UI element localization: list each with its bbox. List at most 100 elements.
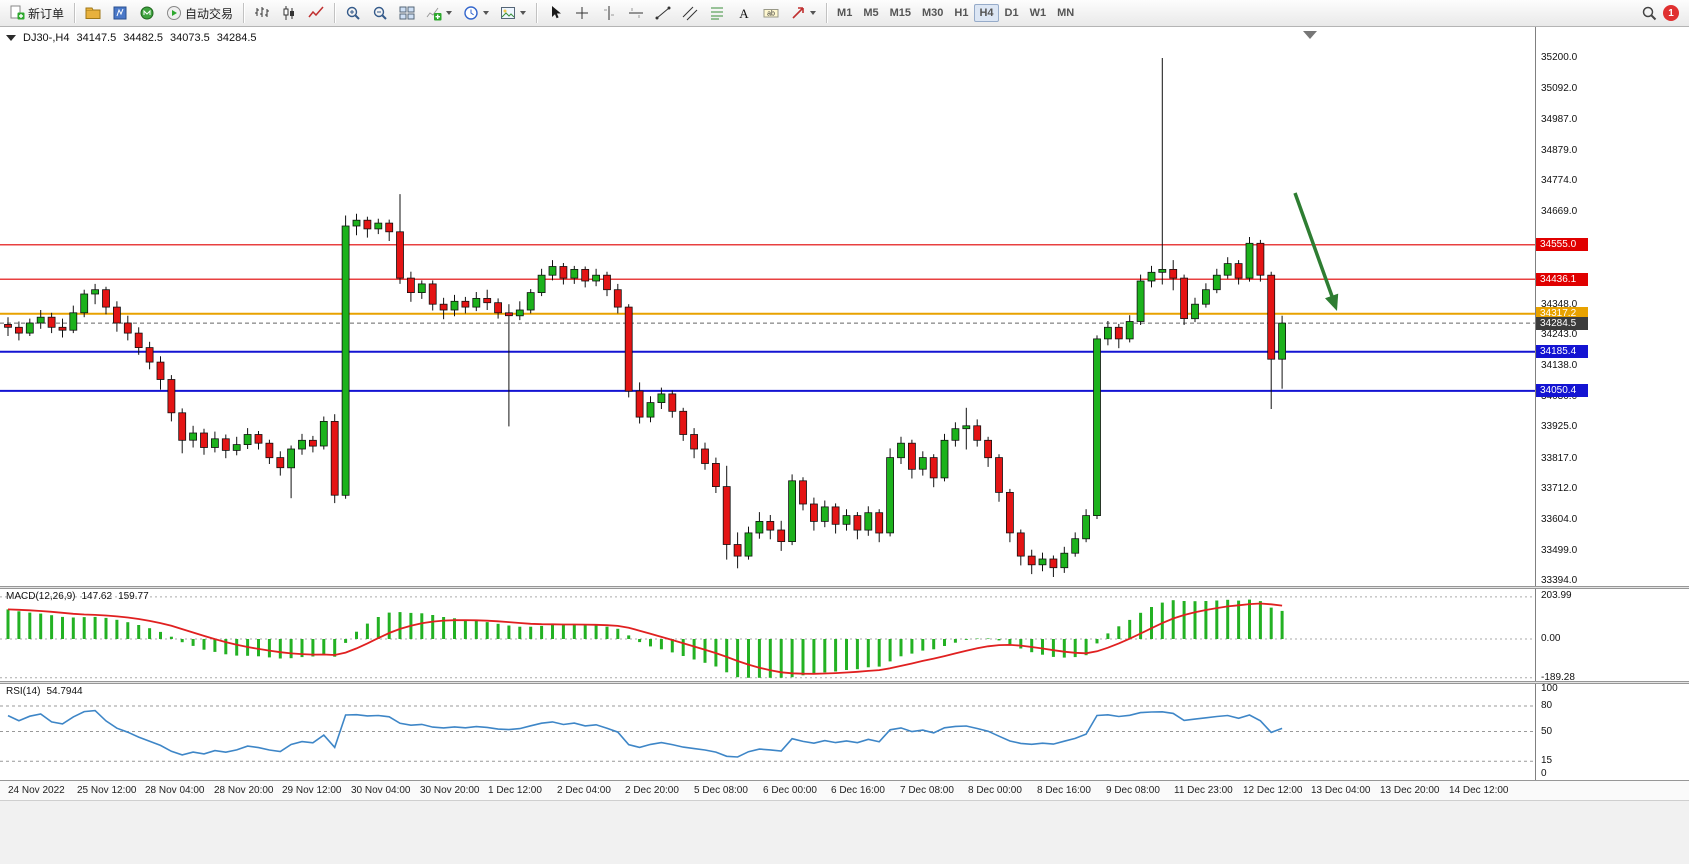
candle	[701, 442, 709, 470]
candle	[1202, 283, 1210, 308]
vertical-line-button[interactable]	[596, 2, 622, 24]
candle	[864, 506, 873, 536]
candle	[570, 265, 579, 284]
text-button[interactable]: A	[731, 2, 757, 24]
tf-h4-button[interactable]: H4	[974, 4, 999, 22]
candle	[1114, 323, 1123, 349]
tf-m15-button[interactable]: M15	[885, 4, 916, 22]
candle	[504, 304, 513, 427]
crosshair-button[interactable]	[569, 2, 595, 24]
cursor-button[interactable]	[542, 2, 568, 24]
zoom-out-button[interactable]	[367, 2, 393, 24]
one-click-trading-toggle[interactable]	[6, 35, 16, 41]
new-order-button[interactable]: 新订单	[4, 2, 69, 25]
rsi-axis-label: 100	[1541, 683, 1558, 694]
equidistant-channel-button[interactable]	[677, 2, 703, 24]
ohlc-high: 34482.5	[123, 32, 163, 44]
time-axis-label: 2 Dec 04:00	[557, 785, 611, 796]
tf-d1-button[interactable]: D1	[1000, 4, 1024, 22]
indicators-button[interactable]	[421, 2, 457, 24]
time-axis[interactable]: 24 Nov 2022 25 Nov 12:00 28 Nov 04:00 28 No…	[0, 780, 1689, 800]
candlestick-chart-button[interactable]	[276, 2, 302, 24]
candle	[886, 448, 894, 537]
candle	[820, 500, 829, 528]
candle	[1278, 315, 1286, 389]
candle	[515, 301, 524, 321]
tile-windows-button[interactable]	[394, 2, 420, 24]
profiles-icon	[85, 7, 101, 19]
rsi-canvas[interactable]	[0, 684, 1535, 778]
chevron-down-icon	[810, 11, 817, 15]
tf-h1-button[interactable]: H1	[949, 4, 973, 22]
periods-button[interactable]	[458, 2, 494, 24]
macd-value-main: 147.62	[81, 591, 113, 602]
svg-text:ab: ab	[767, 11, 775, 18]
main-chart-canvas[interactable]	[0, 27, 1535, 586]
toolbar-separator	[74, 3, 76, 23]
time-axis-label: 24 Nov 2022	[8, 785, 65, 796]
trend-arrow-annotation[interactable]	[1293, 192, 1339, 311]
candle	[36, 310, 45, 329]
candle	[646, 396, 655, 423]
candle	[799, 477, 807, 511]
mql-community-icon	[140, 6, 154, 20]
candle	[221, 434, 230, 459]
mql-community-button[interactable]	[134, 2, 160, 24]
candle	[461, 296, 470, 314]
tf-w1-button[interactable]: W1	[1025, 4, 1052, 22]
arrows-button[interactable]	[785, 2, 821, 24]
metaeditor-button[interactable]	[107, 2, 133, 24]
candle	[712, 457, 720, 493]
bar-chart-button[interactable]	[249, 2, 275, 24]
line-chart-button[interactable]	[303, 2, 329, 24]
time-axis-label: 28 Nov 20:00	[214, 785, 274, 796]
horizontal-line-button[interactable]	[623, 2, 649, 24]
tf-mn-button[interactable]: MN	[1052, 4, 1079, 22]
symbol-ohlc-header: DJ30-,H4 34147.5 34482.5 34073.5 34284.5	[6, 32, 257, 44]
candle	[1093, 335, 1101, 519]
fibonacci-button[interactable]	[704, 2, 730, 24]
chart-shift-marker[interactable]	[1303, 31, 1317, 39]
candle	[613, 283, 622, 314]
auto-trading-button[interactable]: 自动交易	[161, 2, 238, 25]
notification-badge[interactable]: 1	[1663, 5, 1679, 21]
macd-canvas[interactable]	[0, 589, 1535, 681]
macd-axis-label: 203.99	[1541, 590, 1572, 601]
metaeditor-icon	[113, 6, 127, 20]
candle	[406, 271, 415, 302]
panel-divider[interactable]	[0, 681, 1689, 684]
time-axis-label: 12 Dec 12:00	[1243, 785, 1303, 796]
text-label-button[interactable]: ab	[758, 2, 784, 24]
text-icon: A	[739, 6, 749, 21]
price-axis-label: 34348.0	[1541, 299, 1578, 310]
candle	[690, 428, 698, 459]
panel-divider[interactable]	[0, 586, 1689, 589]
price-axis-label: 33499.0	[1541, 545, 1578, 556]
templates-button[interactable]	[495, 2, 531, 24]
price-axis-label: 34774.0	[1541, 175, 1578, 186]
tf-m5-button[interactable]: M5	[858, 4, 883, 22]
rsi-panel[interactable]	[0, 684, 1535, 778]
price-chart[interactable]	[0, 27, 1535, 586]
candle	[1245, 237, 1254, 282]
profiles-button[interactable]	[80, 2, 106, 24]
price-axis-label: 35092.0	[1541, 83, 1578, 94]
candle	[254, 431, 263, 450]
candle	[755, 512, 764, 539]
toolbar-separator	[826, 3, 828, 23]
candle	[91, 283, 99, 305]
tile-windows-icon	[399, 6, 415, 20]
time-axis-label: 13 Dec 20:00	[1380, 785, 1440, 796]
candle	[973, 419, 982, 447]
symbol-label: DJ30-,H4	[23, 32, 70, 44]
zoom-in-button[interactable]	[340, 2, 366, 24]
candle	[581, 266, 590, 288]
periods-icon	[464, 6, 478, 20]
macd-panel[interactable]	[0, 589, 1535, 681]
tf-m1-button[interactable]: M1	[832, 4, 857, 22]
tf-m30-button[interactable]: M30	[917, 4, 948, 22]
price-line-tag: 34185.4	[1536, 345, 1588, 358]
trendline-button[interactable]	[650, 2, 676, 24]
time-axis-label: 1 Dec 12:00	[488, 785, 542, 796]
search-button[interactable]	[1636, 2, 1662, 24]
